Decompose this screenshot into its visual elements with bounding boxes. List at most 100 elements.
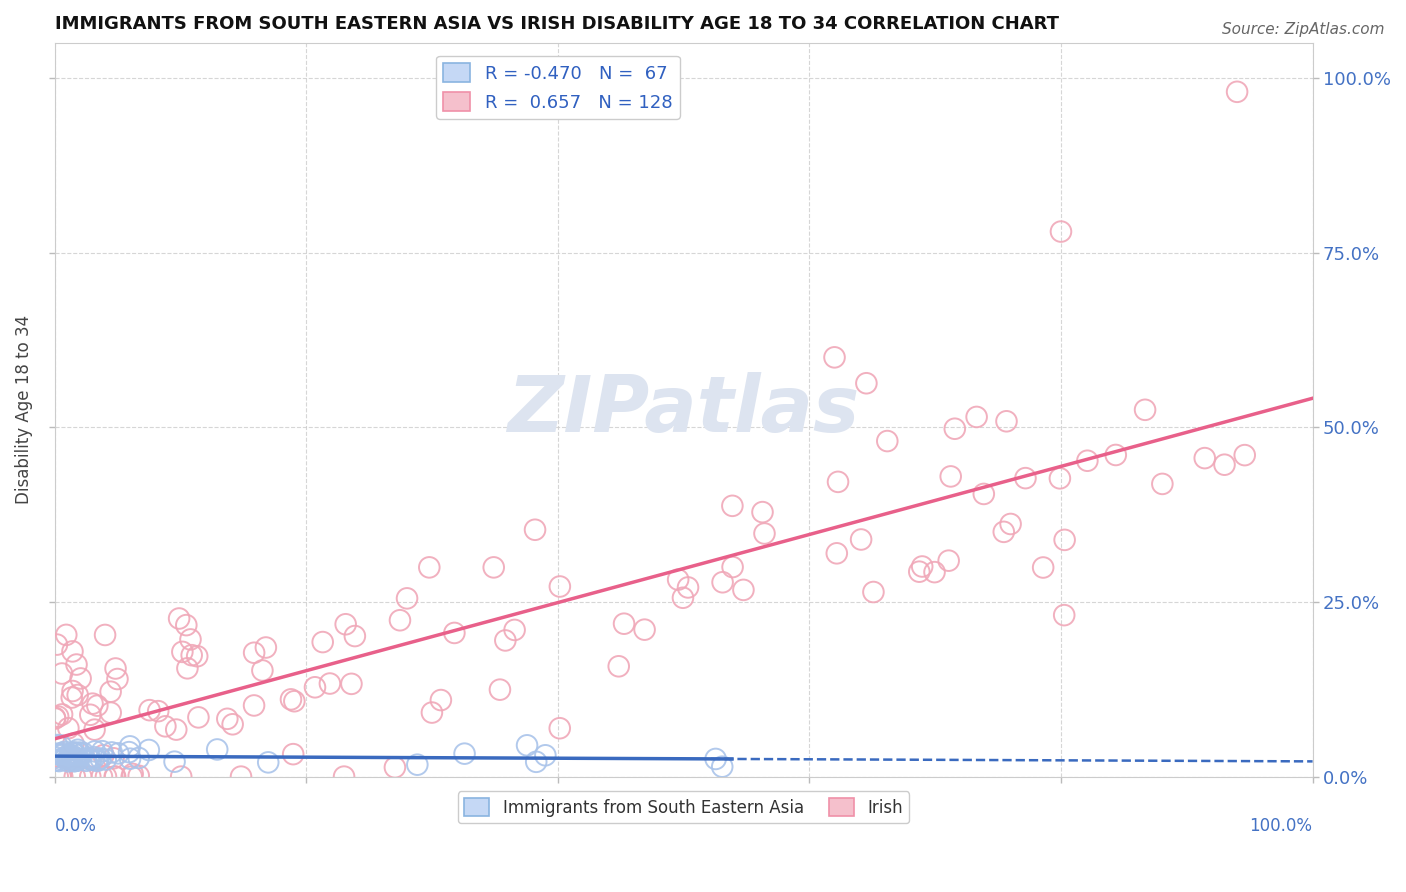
Point	[138, 743, 160, 757]
Point	[58, 721, 80, 735]
Point	[120, 752, 142, 766]
Point	[79, 752, 101, 766]
Point	[46, 770, 69, 784]
Point	[66, 688, 89, 702]
Point	[733, 582, 755, 597]
Point	[1233, 448, 1256, 462]
Point	[524, 523, 547, 537]
Point	[257, 756, 280, 770]
Point	[704, 752, 727, 766]
Point	[45, 747, 67, 761]
Point	[1194, 451, 1216, 466]
Point	[420, 706, 443, 720]
Point	[1152, 476, 1174, 491]
Point	[666, 573, 689, 587]
Point	[1053, 533, 1076, 547]
Y-axis label: Disability Age 18 to 34: Disability Age 18 to 34	[15, 315, 32, 504]
Point	[62, 737, 84, 751]
Point	[107, 747, 129, 761]
Point	[94, 753, 117, 767]
Point	[252, 664, 274, 678]
Point	[66, 753, 89, 767]
Point	[751, 505, 773, 519]
Point	[721, 560, 744, 574]
Point	[993, 524, 1015, 539]
Point	[66, 743, 89, 757]
Point	[49, 739, 72, 753]
Point	[1133, 402, 1156, 417]
Point	[443, 626, 465, 640]
Point	[53, 745, 76, 759]
Point	[911, 559, 934, 574]
Point	[165, 723, 187, 737]
Point	[676, 581, 699, 595]
Point	[60, 749, 83, 764]
Point	[70, 747, 93, 762]
Point	[86, 754, 108, 768]
Point	[179, 632, 201, 647]
Point	[82, 697, 104, 711]
Text: IMMIGRANTS FROM SOUTH EASTERN ASIA VS IRISH DISABILITY AGE 18 TO 34 CORRELATION : IMMIGRANTS FROM SOUTH EASTERN ASIA VS IR…	[55, 15, 1059, 33]
Point	[966, 409, 988, 424]
Point	[53, 751, 76, 765]
Point	[524, 755, 547, 769]
Point	[1000, 516, 1022, 531]
Point	[503, 623, 526, 637]
Point	[633, 623, 655, 637]
Point	[48, 754, 70, 768]
Point	[60, 690, 83, 705]
Point	[62, 684, 84, 698]
Point	[1049, 471, 1071, 485]
Point	[63, 754, 86, 768]
Point	[754, 526, 776, 541]
Point	[100, 706, 122, 720]
Point	[63, 754, 86, 768]
Point	[51, 770, 73, 784]
Point	[62, 644, 84, 658]
Point	[75, 754, 97, 768]
Point	[489, 682, 512, 697]
Point	[51, 747, 73, 762]
Point	[62, 746, 84, 760]
Point	[711, 760, 734, 774]
Text: 100.0%: 100.0%	[1250, 817, 1313, 835]
Point	[79, 770, 101, 784]
Point	[104, 661, 127, 675]
Point	[100, 684, 122, 698]
Point	[186, 649, 208, 664]
Point	[825, 546, 848, 560]
Point	[69, 672, 91, 686]
Point	[44, 751, 66, 765]
Point	[70, 770, 93, 784]
Point	[938, 554, 960, 568]
Point	[51, 746, 73, 760]
Point	[138, 703, 160, 717]
Point	[217, 712, 239, 726]
Text: Source: ZipAtlas.com: Source: ZipAtlas.com	[1222, 22, 1385, 37]
Point	[343, 629, 366, 643]
Point	[430, 693, 453, 707]
Point	[128, 751, 150, 765]
Point	[155, 719, 177, 733]
Point	[908, 565, 931, 579]
Point	[516, 739, 538, 753]
Point	[58, 755, 80, 769]
Point	[1014, 471, 1036, 485]
Point	[243, 698, 266, 713]
Point	[170, 770, 193, 784]
Point	[69, 746, 91, 760]
Point	[79, 707, 101, 722]
Point	[1050, 225, 1073, 239]
Point	[283, 747, 305, 761]
Point	[58, 748, 80, 763]
Point	[128, 769, 150, 783]
Point	[62, 751, 84, 765]
Point	[46, 709, 69, 723]
Point	[221, 717, 243, 731]
Point	[51, 707, 73, 722]
Point	[91, 744, 114, 758]
Point	[254, 640, 277, 655]
Point	[65, 754, 87, 768]
Point	[335, 617, 357, 632]
Point	[1213, 458, 1236, 472]
